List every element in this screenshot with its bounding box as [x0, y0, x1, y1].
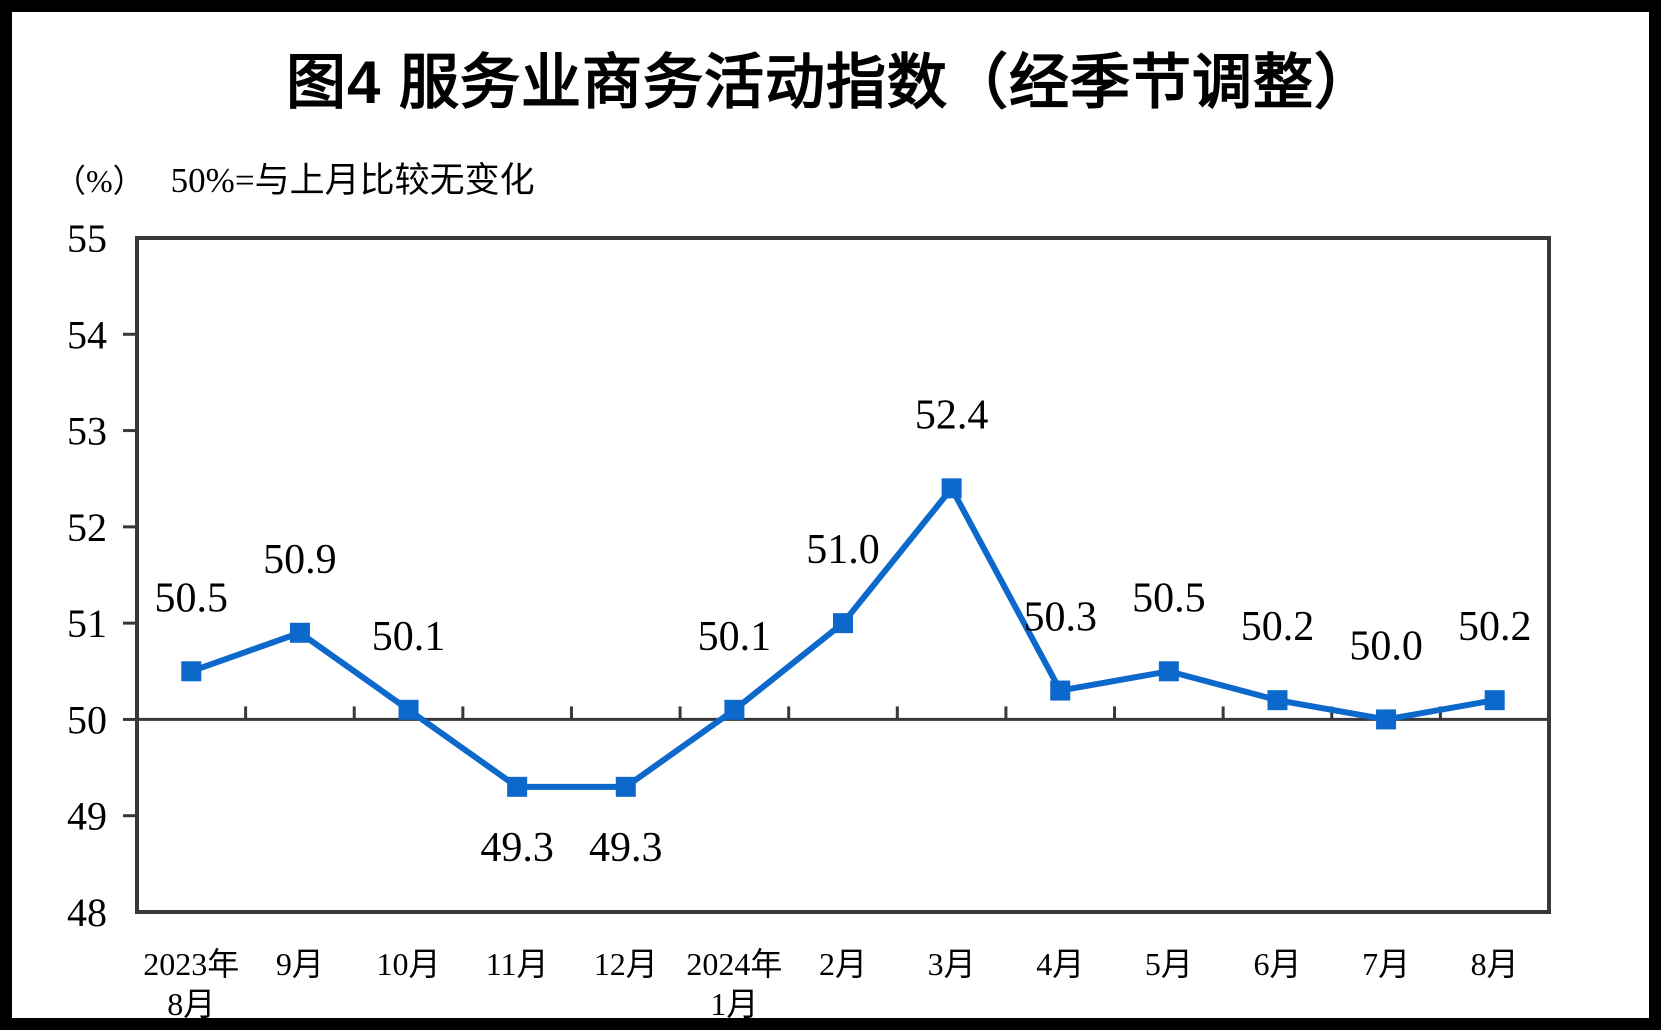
data-point-label: 49.3: [480, 825, 554, 871]
x-axis-label: 1月: [710, 986, 758, 1022]
x-axis-label: 2024年: [686, 946, 782, 982]
x-axis-label: 6月: [1253, 946, 1301, 982]
x-axis-label: 9月: [276, 946, 324, 982]
data-point-label: 50.9: [263, 537, 337, 583]
data-point-marker: [398, 699, 419, 720]
data-point-marker: [1376, 709, 1397, 730]
data-point-label: 50.0: [1349, 623, 1423, 669]
data-point-marker: [1050, 680, 1071, 701]
x-axis-label: 10月: [377, 946, 441, 982]
data-point-label: 50.1: [372, 614, 446, 660]
data-point-label: 50.5: [155, 575, 229, 621]
y-axis-label: 55: [67, 216, 107, 261]
y-axis-unit-label: （%）: [54, 163, 145, 199]
x-axis-label: 8月: [167, 986, 215, 1022]
x-axis-label: 8月: [1471, 946, 1519, 982]
x-axis-label: 7月: [1362, 946, 1410, 982]
x-axis-label: 2023年: [143, 946, 239, 982]
data-point-label: 49.3: [589, 825, 663, 871]
chart-title: 图4 服务业商务活动指数（经季节调整）: [285, 49, 1376, 116]
reference-note: 50%=与上月比较无变化: [170, 161, 535, 200]
x-axis-label: 4月: [1036, 946, 1084, 982]
data-point-marker: [181, 661, 202, 682]
chart-svg: 48 49 50 51 52 53 54 55 50.5 50.9 50.1 49.3 49.3 50.1…: [67, 216, 1551, 1022]
data-point-marker: [289, 622, 310, 643]
y-axis-label: 53: [67, 409, 107, 454]
y-axis-label: 50: [67, 697, 107, 742]
y-axis-label: 52: [67, 505, 107, 550]
data-point-marker: [1158, 661, 1179, 682]
data-point-marker: [941, 478, 962, 499]
data-point-label: 51.0: [806, 527, 880, 573]
data-point-label: 50.1: [698, 614, 772, 660]
data-point-marker: [615, 776, 636, 797]
y-axis-label: 49: [67, 794, 107, 839]
data-point-marker: [833, 613, 853, 634]
data-point-marker: [1484, 690, 1505, 711]
x-axis-label: 12月: [594, 946, 658, 982]
y-axis-label: 51: [67, 601, 107, 646]
y-axis-label: 54: [67, 312, 107, 357]
data-point-label: 50.3: [1023, 595, 1097, 641]
x-axis-label: 11月: [486, 946, 549, 982]
x-axis-label: 3月: [928, 946, 976, 982]
data-point-marker: [507, 776, 528, 797]
x-axis-label: 5月: [1145, 946, 1193, 982]
plot-border: [135, 236, 1551, 914]
data-point-label: 50.2: [1241, 604, 1315, 650]
data-point-marker: [1267, 690, 1288, 711]
data-point-label: 50.5: [1132, 575, 1206, 621]
data-point-label: 52.4: [915, 392, 989, 438]
subtitle-row: （%） 50%=与上月比较无变化: [54, 152, 535, 203]
data-point-label: 50.2: [1458, 604, 1532, 650]
x-axis-label: 2月: [819, 946, 867, 982]
data-point-marker: [724, 699, 745, 720]
y-axis-label: 48: [67, 890, 107, 935]
